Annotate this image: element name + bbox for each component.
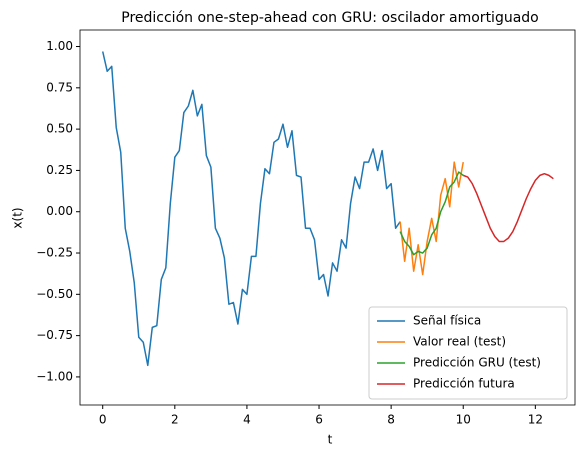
x-tick-label: 10: [456, 413, 471, 427]
y-tick-label: 0.00: [46, 204, 73, 218]
legend-label: Valor real (test): [413, 335, 506, 349]
y-tick-label: −0.25: [36, 246, 73, 260]
y-tick-label: 1.00: [46, 39, 73, 53]
legend-box: [368, 306, 568, 400]
y-axis-label: x(t): [11, 207, 25, 228]
plot-frame: [79, 29, 576, 406]
chart-title: Predicción one-step-ahead con GRU: oscil…: [121, 10, 538, 26]
y-tick-label: 0.75: [46, 80, 73, 94]
y-tick-label: 0.25: [46, 163, 73, 177]
legend-label: Predicción futura: [413, 377, 515, 391]
x-tick-label: 12: [528, 413, 543, 427]
x-tick-label: 0: [99, 413, 107, 427]
legend-label: Predicción GRU (test): [413, 356, 541, 370]
y-tick-label: −1.00: [36, 369, 73, 383]
series-line: [399, 161, 464, 276]
y-tick-label: 0.50: [46, 122, 73, 136]
x-tick-label: 8: [387, 413, 395, 427]
x-tick-label: 6: [315, 413, 323, 427]
y-tick-label: −0.50: [36, 287, 73, 301]
series-line: [399, 171, 464, 256]
series-line: [101, 51, 401, 367]
x-axis-label: t: [328, 433, 333, 447]
x-tick-label: 2: [171, 413, 179, 427]
x-tick-label: 4: [243, 413, 251, 427]
legend-label: Señal física: [413, 314, 481, 328]
series-line: [462, 172, 554, 243]
y-tick-label: −0.75: [36, 328, 73, 342]
